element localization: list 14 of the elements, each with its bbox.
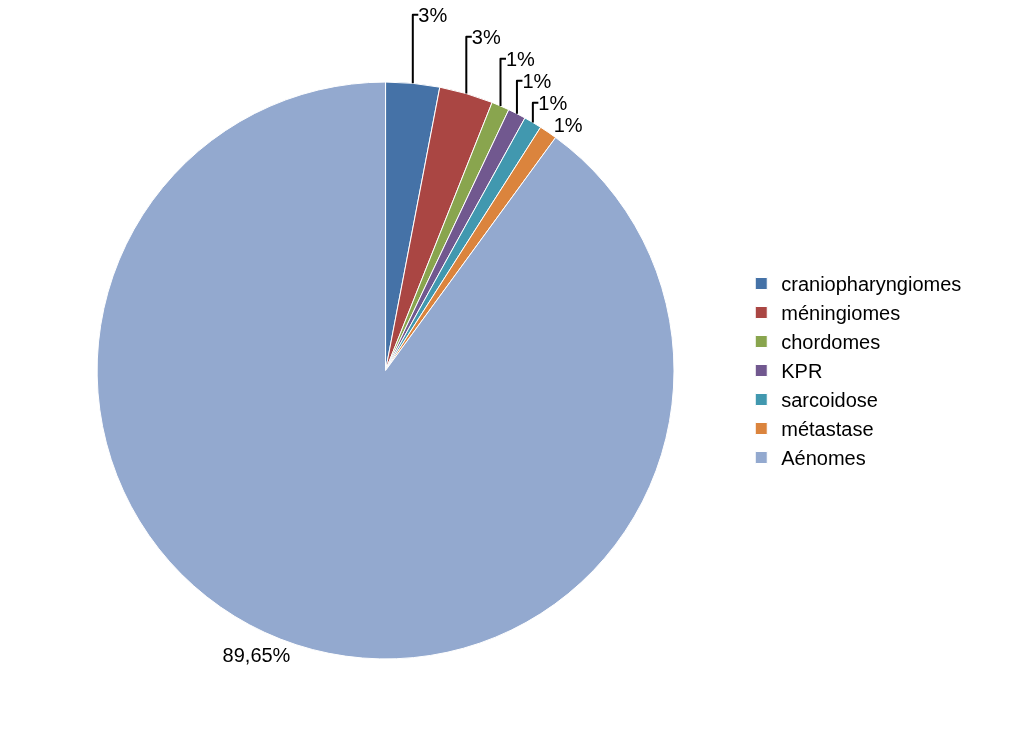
legend-label: craniopharyngiomes <box>781 273 962 296</box>
legend-label: méningiomes <box>781 302 901 325</box>
data-label: 1% <box>506 47 536 70</box>
legend-label: métastase <box>781 418 874 441</box>
legend-label: Aénomes <box>781 447 866 470</box>
data-label: 1% <box>538 91 568 114</box>
data-label: 1% <box>522 69 552 92</box>
legend-label: chordomes <box>781 331 881 354</box>
data-label: 3% <box>471 25 501 48</box>
legend-label: KPR <box>781 360 823 383</box>
data-label: 3% <box>418 3 448 26</box>
data-label: 1% <box>553 113 583 136</box>
data-label: 89,65% <box>222 643 291 666</box>
legend-label: sarcoidose <box>781 389 878 412</box>
